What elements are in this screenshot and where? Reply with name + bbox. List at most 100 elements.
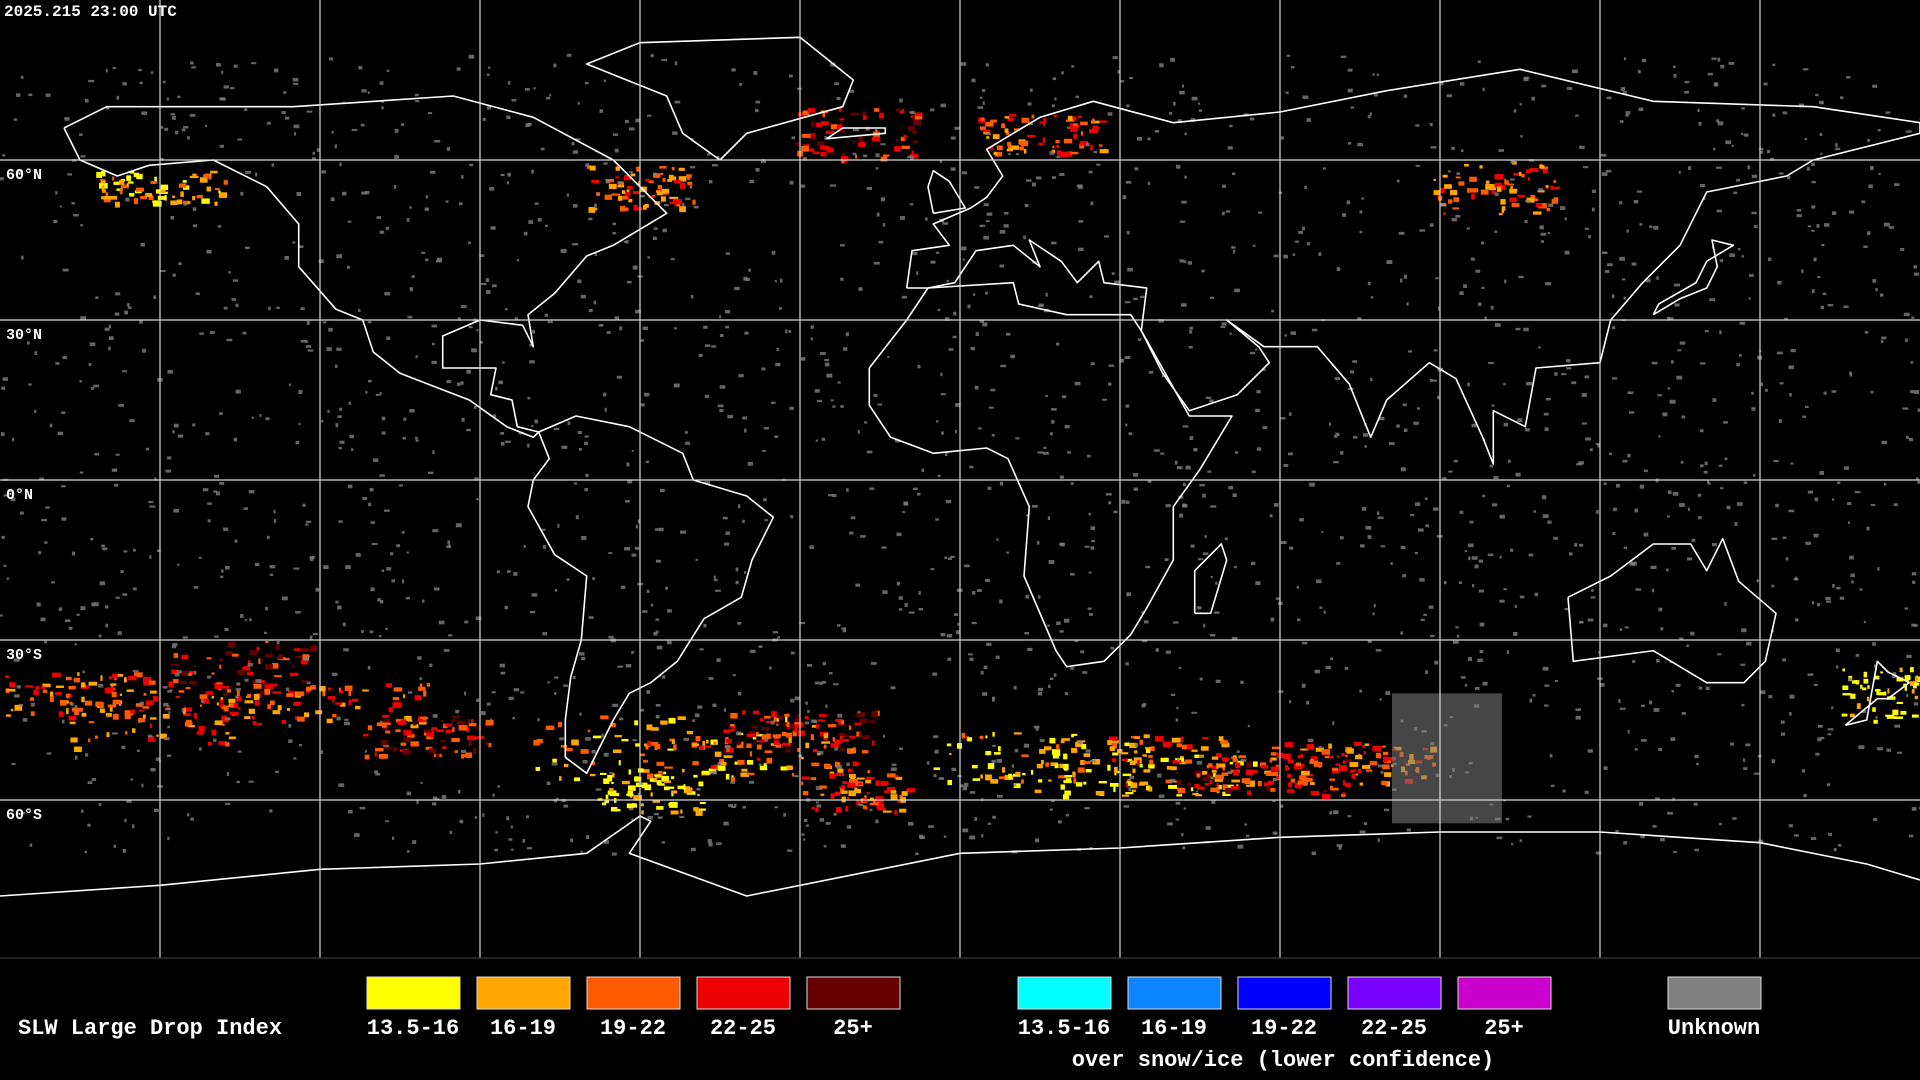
cloud-pixel <box>329 57 334 61</box>
cloud-pixel <box>1149 759 1154 765</box>
cloud-pixel <box>978 427 982 430</box>
cloud-pixel <box>44 541 48 544</box>
cloud-pixel <box>207 519 211 523</box>
cloud-pixel <box>128 675 137 681</box>
cloud-pixel <box>704 394 710 399</box>
cloud-pixel <box>1231 779 1241 783</box>
cloud-pixel <box>725 531 730 535</box>
cloud-pixel <box>88 681 98 686</box>
cloud-pixel <box>852 152 857 156</box>
cloud-pixel <box>81 809 84 813</box>
cloud-pixel <box>119 693 123 697</box>
cloud-pixel <box>1384 772 1392 777</box>
cloud-pixel <box>1302 95 1309 99</box>
cloud-pixel <box>1505 180 1509 185</box>
cloud-pixel <box>774 806 779 809</box>
cloud-pixel <box>1764 388 1768 392</box>
cloud-pixel <box>553 427 560 431</box>
cloud-pixel <box>1333 810 1339 815</box>
cloud-pixel <box>1256 390 1261 394</box>
cloud-pixel <box>1813 257 1817 262</box>
cloud-pixel <box>335 364 338 368</box>
cloud-pixel <box>406 551 409 554</box>
cloud-pixel <box>18 703 24 707</box>
cloud-pixel <box>1221 211 1225 216</box>
cloud-pixel <box>711 345 717 348</box>
cloud-pixel <box>1359 830 1366 834</box>
cloud-pixel <box>106 732 110 738</box>
cloud-pixel <box>618 717 624 721</box>
cloud-pixel <box>1481 241 1484 245</box>
cloud-pixel <box>877 807 886 811</box>
cloud-pixel <box>772 631 778 634</box>
cloud-pixel <box>1344 666 1349 670</box>
cloud-pixel <box>1543 412 1549 416</box>
cloud-pixel <box>486 106 492 110</box>
cloud-pixel <box>664 203 669 207</box>
cloud-pixel <box>1067 151 1073 157</box>
cloud-pixel <box>1584 437 1591 441</box>
cloud-pixel <box>1837 844 1842 847</box>
cloud-pixel <box>848 779 858 785</box>
cloud-pixel <box>1334 377 1341 380</box>
cloud-pixel <box>1197 786 1205 790</box>
cloud-pixel <box>997 746 1001 752</box>
cloud-pixel <box>196 194 204 199</box>
cloud-pixel <box>180 680 187 684</box>
cloud-pixel <box>198 725 205 732</box>
cloud-pixel <box>120 570 124 573</box>
cloud-pixel <box>828 494 833 497</box>
cloud-pixel <box>1540 232 1547 236</box>
cloud-pixel <box>1587 749 1593 753</box>
cloud-pixel <box>1835 143 1838 148</box>
cloud-pixel <box>1458 181 1465 186</box>
cloud-pixel <box>1790 348 1796 353</box>
cloud-pixel <box>1772 63 1776 67</box>
cloud-pixel <box>1036 763 1043 769</box>
cloud-pixel <box>781 731 787 737</box>
cloud-pixel <box>533 87 536 90</box>
cloud-pixel <box>424 729 428 736</box>
cloud-pixel <box>1914 682 1920 686</box>
cloud-pixel <box>1126 758 1132 762</box>
cloud-pixel <box>1407 350 1413 353</box>
cloud-pixel <box>1553 197 1559 201</box>
cloud-pixel <box>1342 760 1346 764</box>
cloud-pixel <box>856 777 865 780</box>
cloud-pixel <box>246 671 254 676</box>
cloud-pixel <box>0 614 3 617</box>
cloud-pixel <box>1459 510 1464 514</box>
cloud-pixel <box>149 680 156 685</box>
cloud-pixel <box>273 509 276 514</box>
cloud-pixel <box>1181 84 1184 88</box>
cloud-pixel <box>1184 132 1187 136</box>
cloud-pixel <box>183 713 191 717</box>
cloud-pixel <box>1612 377 1618 380</box>
cloud-pixel <box>36 602 41 607</box>
cloud-pixel <box>990 388 996 392</box>
cloud-pixel <box>336 347 342 351</box>
cloud-pixel <box>1272 799 1276 803</box>
cloud-pixel <box>673 744 677 751</box>
cloud-pixel <box>1189 436 1194 441</box>
cloud-pixel <box>428 471 434 475</box>
cloud-pixel <box>248 490 255 494</box>
cloud-pixel <box>1827 303 1834 307</box>
cloud-pixel <box>698 781 704 787</box>
cloud-pixel <box>584 488 589 492</box>
cloud-pixel <box>1295 762 1302 766</box>
cloud-pixel <box>1911 689 1915 694</box>
cloud-pixel <box>1334 434 1338 438</box>
cloud-pixel <box>1125 782 1129 788</box>
cloud-pixel <box>1796 214 1802 218</box>
cloud-pixel <box>710 765 717 769</box>
cloud-pixel <box>995 655 1000 659</box>
cloud-pixel <box>166 97 170 101</box>
cloud-pixel <box>1452 640 1459 644</box>
cloud-pixel <box>486 290 491 294</box>
cloud-pixel <box>473 748 477 754</box>
cloud-pixel <box>468 326 473 329</box>
cloud-pixel <box>567 421 571 426</box>
cloud-pixel <box>606 180 611 184</box>
cloud-pixel <box>915 852 919 856</box>
